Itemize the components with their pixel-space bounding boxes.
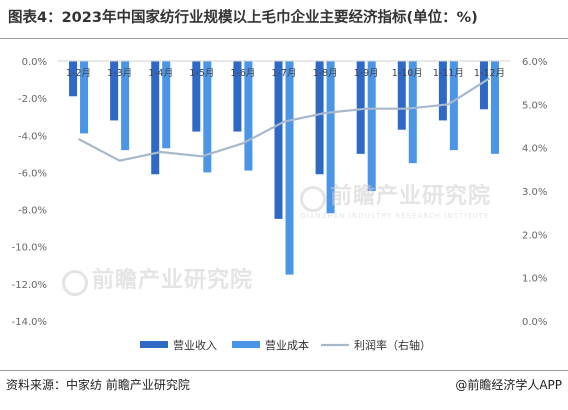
- cost-bar: [326, 61, 335, 214]
- x-category-label: 1-8月: [313, 68, 338, 79]
- cost-bar: [449, 61, 458, 151]
- y-right-tick-label: 2.0%: [522, 230, 547, 241]
- legend-profit-label: 利润率（右轴）: [354, 338, 431, 352]
- cost-bar: [367, 61, 376, 191]
- x-category-label: 1-11月: [433, 68, 464, 79]
- revenue-bar: [356, 61, 365, 154]
- revenue-bar: [315, 61, 324, 175]
- revenue-bar: [479, 61, 488, 110]
- x-category-label: 1-9月: [354, 68, 379, 79]
- revenue-bar: [69, 61, 78, 97]
- x-category-label: 1-7月: [271, 68, 296, 79]
- y-left-tick-label: -2.0%: [18, 94, 47, 105]
- cost-bar: [203, 61, 212, 173]
- y-left-tick-label: -12.0%: [12, 280, 47, 291]
- y-left-tick-label: 0.0%: [22, 57, 47, 68]
- legend-revenue-label: 营业收入: [173, 338, 217, 352]
- revenue-bar: [192, 61, 201, 132]
- y-left-tick-label: -10.0%: [12, 243, 47, 254]
- legend-cost-label: 营业成本: [265, 338, 309, 352]
- cost-bar: [162, 61, 171, 149]
- x-category-label: 1-10月: [392, 68, 423, 79]
- y-right-tick-label: 4.0%: [522, 144, 547, 155]
- x-category-label: 1-3月: [107, 68, 132, 79]
- x-category-label: 1-2月: [66, 68, 91, 79]
- title-divider: [0, 38, 568, 39]
- revenue-bar: [438, 61, 447, 121]
- legend-cost-swatch: [232, 341, 260, 348]
- y-right-tick-label: 6.0%: [522, 57, 547, 68]
- x-category-label: 1-6月: [230, 68, 255, 79]
- y-right-tick-label: 3.0%: [522, 187, 547, 198]
- revenue-bar: [151, 61, 160, 175]
- y-right-tick-label: 1.0%: [522, 274, 547, 285]
- chart-title: 图表4：2023年中国家纺行业规模以上毛巾企业主要经济指标(单位：%): [8, 10, 478, 26]
- x-category-label: 1-5月: [189, 68, 214, 79]
- y-left-tick-label: -6.0%: [18, 168, 47, 179]
- revenue-bar: [110, 61, 119, 121]
- y-right-tick-label: 0.0%: [522, 317, 547, 328]
- y-left-tick-label: -14.0%: [12, 317, 47, 328]
- footer-divider: [0, 370, 568, 371]
- y-right-tick-label: 5.0%: [522, 100, 547, 111]
- brand-credit: @前瞻经济学人APP: [455, 378, 562, 392]
- cost-bar: [121, 61, 130, 151]
- cost-bar: [408, 61, 417, 164]
- cost-bar: [244, 61, 253, 171]
- revenue-bar: [274, 61, 283, 219]
- cost-bar: [80, 61, 89, 134]
- y-left-tick-label: -8.0%: [18, 206, 47, 217]
- legend-revenue-swatch: [140, 341, 168, 348]
- x-category-label: 1-12月: [474, 68, 505, 79]
- profit-margin-line: [77, 77, 491, 162]
- revenue-bar: [397, 61, 406, 130]
- revenue-bar: [233, 61, 242, 132]
- chart-area: 0.0% -2.0% -4.0% -6.0% -8.0% -10.0% -12.0% -14.…: [12, 57, 548, 352]
- source-note: 资料来源：中家纺 前瞻产业研究院: [6, 378, 190, 392]
- x-category-label: 1-4月: [148, 68, 173, 79]
- y-left-tick-label: -4.0%: [18, 131, 47, 142]
- cost-bar: [285, 61, 294, 275]
- cost-bar: [490, 61, 499, 154]
